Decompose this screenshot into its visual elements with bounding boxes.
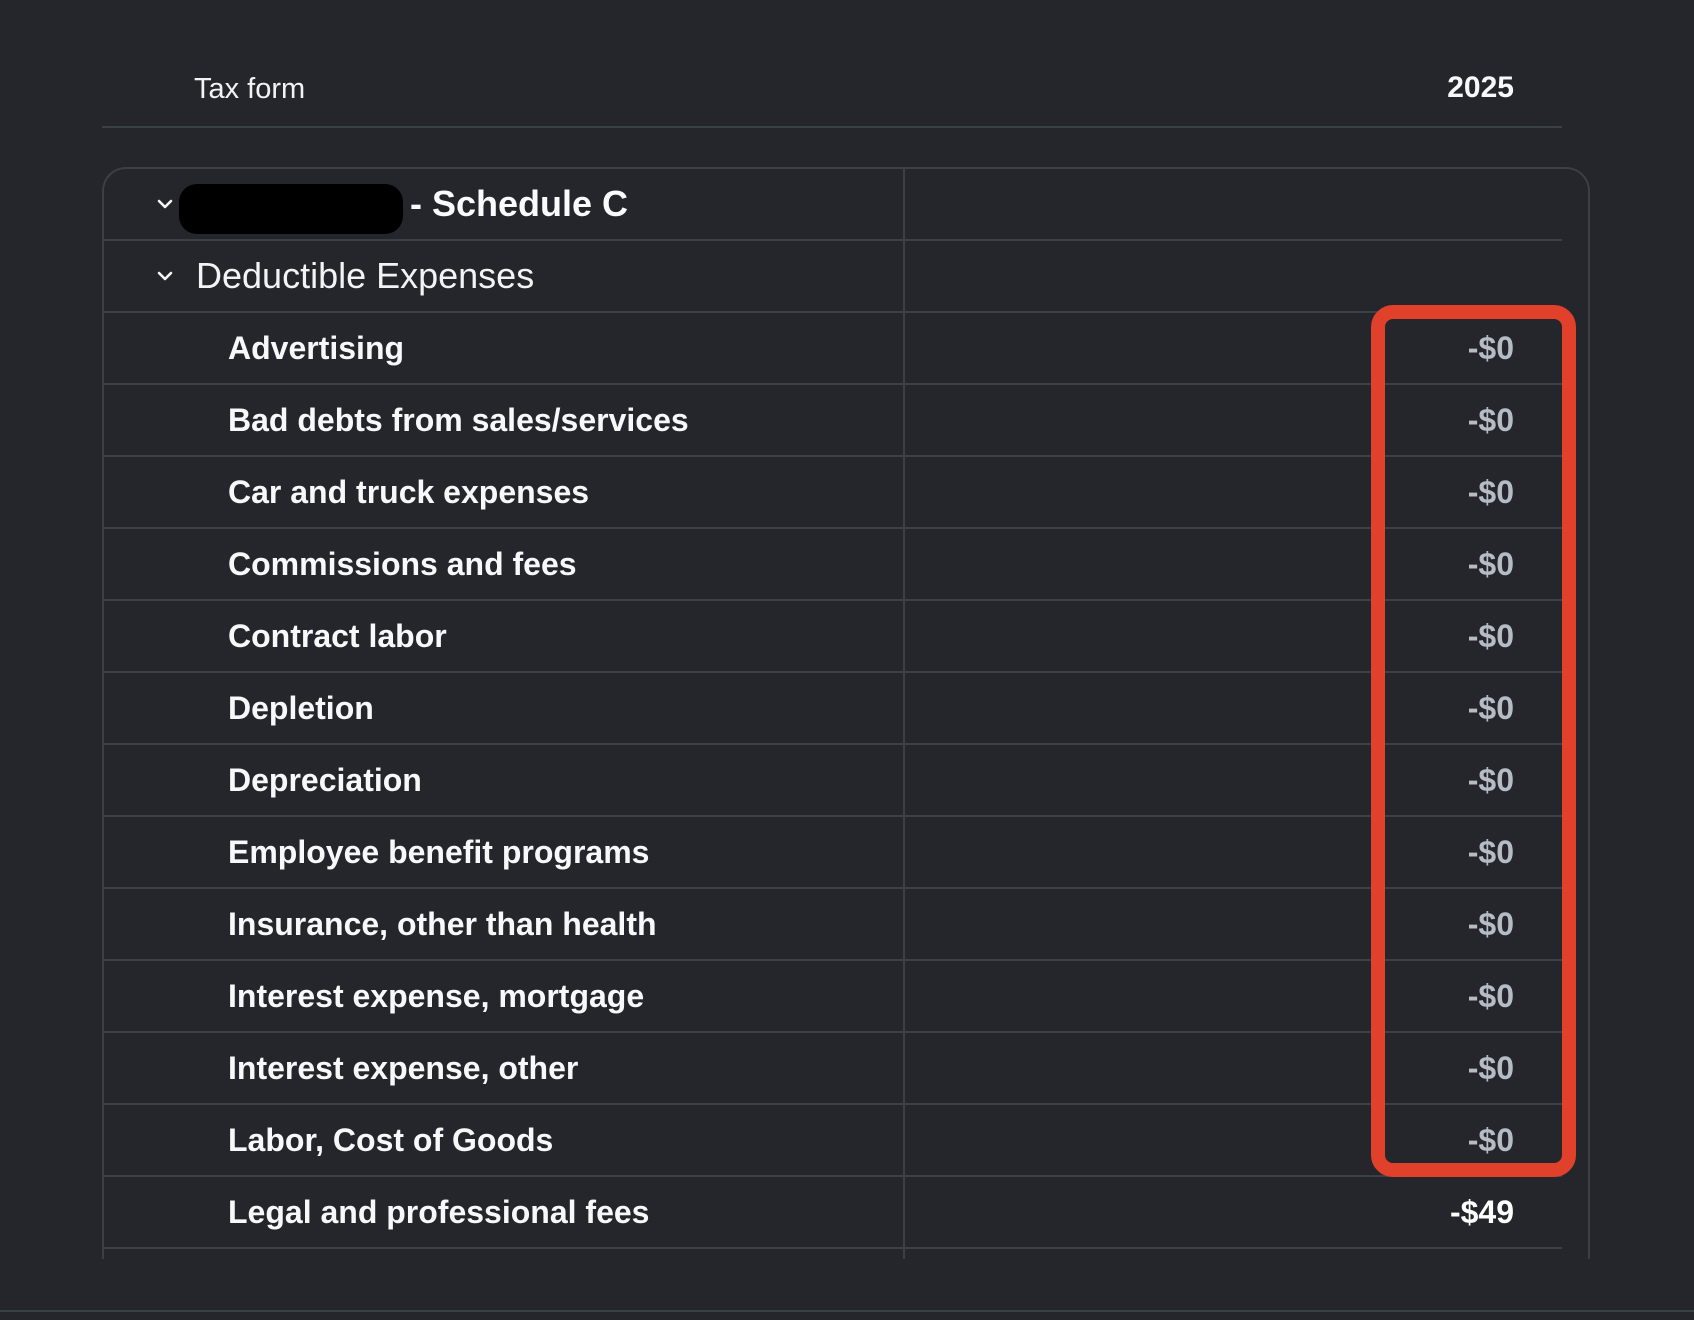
row-value: -$0 (1467, 546, 1514, 582)
row-label: Bad debts from sales/services (228, 402, 689, 438)
row-label: Commissions and fees (228, 546, 577, 582)
table-row[interactable]: Labor, Cost of Goods -$0 (104, 1105, 1562, 1177)
row-label: Advertising (228, 330, 405, 366)
year-column-header[interactable]: 2025 (1447, 71, 1514, 104)
bottom-divider (0, 1310, 1694, 1312)
row-value: -$0 (1467, 1122, 1514, 1158)
table-row[interactable]: Advertising -$0 (104, 313, 1562, 385)
table-row[interactable]: Employee benefit programs -$0 (104, 817, 1562, 889)
row-label: Contract labor (228, 618, 447, 654)
table-row[interactable]: Depreciation -$0 (104, 745, 1562, 817)
row-value: -$49 (1449, 1194, 1514, 1230)
table-row[interactable]: Contract labor -$0 (104, 601, 1562, 673)
table-row[interactable]: Legal and professional fees -$49 (104, 1177, 1562, 1249)
table-row[interactable]: Car and truck expenses -$0 (104, 457, 1562, 529)
schedule-title: - Schedule C (410, 183, 629, 224)
row-label: Legal and professional fees (228, 1194, 650, 1230)
row-label: Car and truck expenses (228, 474, 590, 510)
schedule-c-group-row[interactable]: - Schedule C (104, 169, 1562, 241)
row-value: -$0 (1467, 834, 1514, 870)
table-row[interactable]: Insurance, other than health -$0 (104, 889, 1562, 961)
tax-form-table: - Schedule C Deductible Expenses Adverti… (102, 167, 1590, 1259)
row-value: -$0 (1467, 330, 1514, 366)
row-value: -$0 (1467, 474, 1514, 510)
row-value: -$0 (1467, 402, 1514, 438)
row-value: -$0 (1467, 690, 1514, 726)
row-value: -$0 (1467, 762, 1514, 798)
table-row[interactable]: Interest expense, other -$0 (104, 1033, 1562, 1105)
row-label: Insurance, other than health (228, 906, 657, 942)
row-value: -$0 (1467, 618, 1514, 654)
table-row[interactable]: Bad debts from sales/services -$0 (104, 385, 1562, 457)
row-label: Interest expense, mortgage (228, 978, 645, 1014)
table-header: Tax form 2025 (102, 58, 1562, 128)
table-row[interactable]: Depletion -$0 (104, 673, 1562, 745)
section-title: Deductible Expenses (196, 255, 535, 296)
row-value: -$0 (1467, 1050, 1514, 1086)
row-value: -$0 (1467, 906, 1514, 942)
row-value: -$0 (1467, 978, 1514, 1014)
redacted-business-name (179, 184, 403, 234)
chevron-down-icon[interactable] (152, 263, 178, 289)
row-label: Depletion (228, 690, 374, 726)
chevron-down-icon[interactable] (152, 191, 178, 217)
row-label: Employee benefit programs (228, 834, 650, 870)
row-label: Labor, Cost of Goods (228, 1122, 554, 1158)
table-row[interactable]: Interest expense, mortgage -$0 (104, 961, 1562, 1033)
column-divider (903, 169, 905, 1259)
row-label: Depreciation (228, 762, 422, 798)
row-label: Interest expense, other (228, 1050, 579, 1086)
table-row[interactable]: Commissions and fees -$0 (104, 529, 1562, 601)
tax-form-column-header: Tax form (194, 73, 306, 105)
deductible-expenses-group-row[interactable]: Deductible Expenses (104, 241, 1562, 313)
